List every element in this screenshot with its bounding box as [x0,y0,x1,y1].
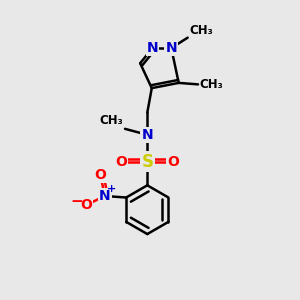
Text: O: O [167,154,179,169]
Text: CH₃: CH₃ [189,24,213,37]
Text: N: N [142,128,153,142]
Text: CH₃: CH₃ [99,114,123,128]
Text: −: − [70,194,83,209]
Text: O: O [94,168,106,182]
Text: S: S [141,152,153,170]
Text: N: N [99,189,111,203]
Text: CH₃: CH₃ [200,78,223,91]
Text: +: + [107,184,116,194]
Text: N: N [147,41,158,55]
Text: O: O [80,198,92,212]
Text: O: O [115,154,127,169]
Text: N: N [166,41,177,55]
